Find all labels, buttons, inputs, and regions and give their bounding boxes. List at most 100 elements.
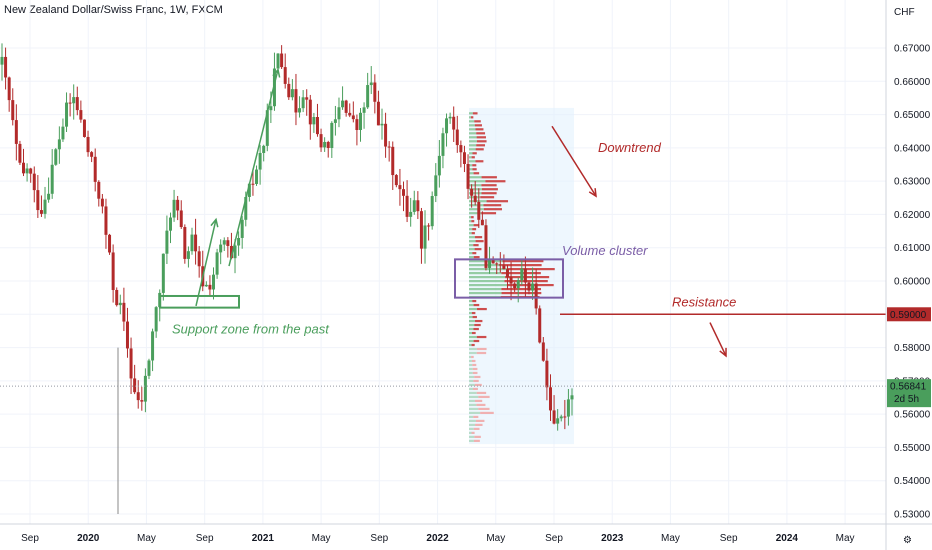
candle-body xyxy=(258,152,262,170)
time-tick-label: Sep xyxy=(545,533,563,544)
volume-bar-down xyxy=(476,136,486,139)
volume-bar-down xyxy=(471,355,474,359)
volume-bar-up xyxy=(469,276,506,279)
candle-body xyxy=(491,260,495,264)
volume-bar-up xyxy=(469,427,474,430)
volume-bar-up xyxy=(469,403,477,407)
candle-body xyxy=(115,289,119,306)
volume-bar-down xyxy=(474,375,481,379)
candle-body xyxy=(351,115,355,120)
volume-bar-up xyxy=(469,232,472,235)
price-tick-label: 0.53000 xyxy=(894,510,931,521)
price-tick-label: 0.58000 xyxy=(894,343,931,354)
uptrend-arrow-small xyxy=(195,219,217,307)
volume-bar-up xyxy=(469,395,479,399)
volume-bar-up xyxy=(469,244,474,247)
volume-bar-down xyxy=(471,156,475,159)
candle-body xyxy=(104,206,108,235)
volume-bar-up xyxy=(469,375,475,379)
volume-bar-up xyxy=(469,280,505,283)
volume-bar-down xyxy=(475,419,485,422)
candle-body xyxy=(93,156,97,182)
uptrend-arrow-large-head xyxy=(272,67,281,78)
candles xyxy=(0,43,574,514)
volume-bar-up xyxy=(469,431,472,434)
candle-body xyxy=(563,416,567,418)
candle-body xyxy=(25,168,29,174)
volume-bar-down xyxy=(476,403,486,407)
volume-bar-down xyxy=(474,124,482,127)
candle-body xyxy=(459,145,463,153)
candle-body xyxy=(498,264,502,266)
candle-body xyxy=(294,89,298,113)
candle-body xyxy=(505,269,509,278)
time-tick-label: 2021 xyxy=(252,533,275,544)
candle-body xyxy=(75,97,79,111)
countdown-label: 2d 5h xyxy=(894,394,919,405)
volume-bar-down xyxy=(470,116,474,119)
volume-bar-down xyxy=(473,379,479,383)
volume-bar-down xyxy=(475,128,484,131)
candle-body xyxy=(244,196,248,220)
volume-bar-up xyxy=(469,204,484,207)
volume-bar-up xyxy=(469,415,474,419)
annotation-label: Downtrend xyxy=(598,140,662,155)
candle-body xyxy=(280,53,284,68)
candle-body xyxy=(502,265,506,270)
volume-bar-up xyxy=(469,383,475,387)
volume-bar-down xyxy=(474,323,481,327)
candle-body xyxy=(65,102,69,127)
volume-bar-down xyxy=(474,248,482,251)
candle-body xyxy=(133,378,137,393)
candle-body xyxy=(315,117,319,135)
volume-bar-down xyxy=(471,431,475,434)
price-tick-label: 0.66000 xyxy=(894,77,931,88)
volume-bar-up xyxy=(469,156,472,159)
volume-bar-down xyxy=(473,224,480,227)
time-tick-label: 2024 xyxy=(776,533,799,544)
candle-body xyxy=(219,244,223,253)
overlays: Downtrend Volume cluster Resistance Support… xyxy=(0,67,886,387)
candle-body xyxy=(369,82,373,86)
time-tick-label: 2022 xyxy=(426,533,449,544)
volume-bar-up xyxy=(469,319,476,323)
volume-bar-down xyxy=(483,208,502,211)
candle-body xyxy=(183,227,187,259)
candle-body xyxy=(373,82,377,102)
candle-body xyxy=(470,188,474,196)
price-tick-label: 0.63000 xyxy=(894,177,931,188)
volume-bar-up xyxy=(469,272,502,275)
volume-bar-up xyxy=(469,307,478,311)
candle-body xyxy=(97,181,101,199)
volume-bar-up xyxy=(469,224,474,227)
candle-body xyxy=(402,189,406,196)
resistance-arrow-head xyxy=(719,347,727,358)
volume-bar-down xyxy=(482,188,498,191)
candle-body xyxy=(161,253,165,293)
time-tick-label: Sep xyxy=(21,533,39,544)
candle-body xyxy=(18,143,22,163)
volume-bar-down xyxy=(481,212,497,215)
candle-body xyxy=(391,146,395,176)
candle-body xyxy=(255,169,259,184)
volume-bar-down xyxy=(485,180,506,183)
candle-body xyxy=(427,225,431,227)
chart-title: New Zealand Dollar/Swiss Franc, 1W, FXCM xyxy=(4,4,223,16)
volume-bar-down xyxy=(476,140,487,143)
candle-body xyxy=(326,141,330,148)
candle-body xyxy=(262,145,266,153)
candle-body xyxy=(82,119,86,137)
candle-body xyxy=(416,200,420,212)
volume-bar-up xyxy=(469,323,475,327)
candle-body xyxy=(455,129,459,146)
volume-bar-down xyxy=(471,331,476,335)
candle-body xyxy=(265,110,269,146)
volume-bar-down xyxy=(471,343,475,347)
volume-bar-down xyxy=(471,311,476,315)
candle-body xyxy=(39,210,43,214)
volume-bar-down xyxy=(472,371,478,375)
volume-bar-up xyxy=(469,112,473,115)
candle-body xyxy=(11,100,15,121)
candle-body xyxy=(330,122,334,148)
